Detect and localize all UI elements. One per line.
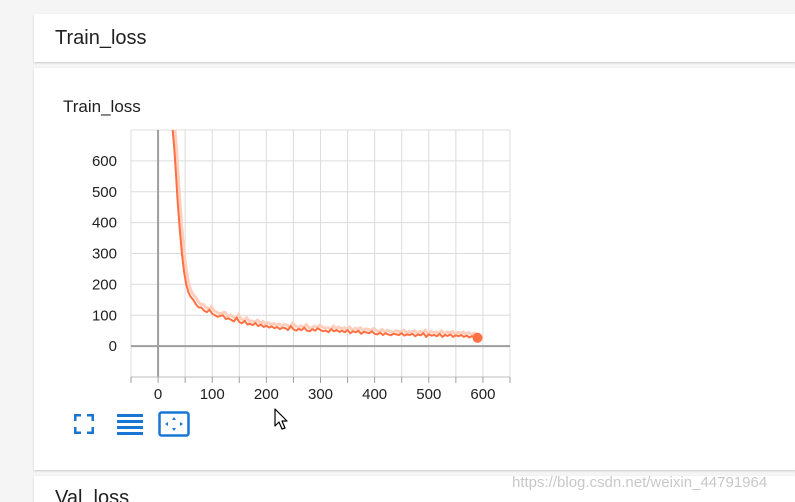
chart-card: Train_loss 0 100 200 300 400 500 600 0 100 200 300…	[34, 68, 795, 470]
list-icon	[117, 414, 143, 435]
fullscreen-button[interactable]	[72, 410, 96, 438]
toggle-log-scale-button[interactable]	[114, 410, 146, 438]
x-tick-label: 500	[416, 386, 441, 403]
x-tick-label: 200	[254, 386, 279, 403]
series-area	[171, 130, 480, 339]
fullscreen-icon	[74, 414, 94, 434]
chart-title: Train_loss	[63, 97, 141, 116]
section-header-val-loss[interactable]: Val_loss	[34, 476, 795, 502]
series-line	[171, 130, 478, 339]
series-endpoint	[472, 332, 483, 343]
fit-domain-button[interactable]	[158, 410, 190, 438]
fit-domain-icon	[158, 411, 190, 437]
y-tick-label: 0	[109, 338, 117, 355]
x-tick-label: 400	[362, 386, 387, 403]
series-raw-line	[173, 130, 480, 337]
y-tick-label: 100	[92, 307, 117, 324]
y-tick-label: 200	[92, 276, 117, 293]
chart-toolbar	[72, 410, 202, 438]
section-header-train-loss[interactable]: Train_loss	[34, 14, 795, 62]
x-tick-label: 300	[308, 386, 333, 403]
tick-labels: 0 100 200 300 400 500 600 0 100 200 300 400 500 600	[92, 153, 495, 403]
y-tick-label: 300	[92, 246, 117, 263]
series-last-point	[472, 332, 483, 343]
axes	[130, 130, 511, 383]
x-tick-label: 0	[154, 386, 162, 403]
y-tick-label: 500	[92, 184, 117, 201]
section-title: Train_loss	[55, 26, 147, 49]
y-tick-label: 400	[92, 215, 117, 232]
grid	[130, 129, 511, 378]
loss-chart[interactable]: 0 100 200 300 400 500 600 0 100 200 300 400 500 600	[34, 68, 795, 470]
mouse-cursor-icon	[274, 408, 288, 430]
x-tick-label: 600	[470, 386, 495, 403]
x-tick-label: 100	[200, 386, 225, 403]
watermark: https://blog.csdn.net/weixin_44791964	[512, 474, 768, 491]
section-title: Val_loss	[55, 487, 130, 502]
y-tick-label: 600	[92, 153, 117, 170]
